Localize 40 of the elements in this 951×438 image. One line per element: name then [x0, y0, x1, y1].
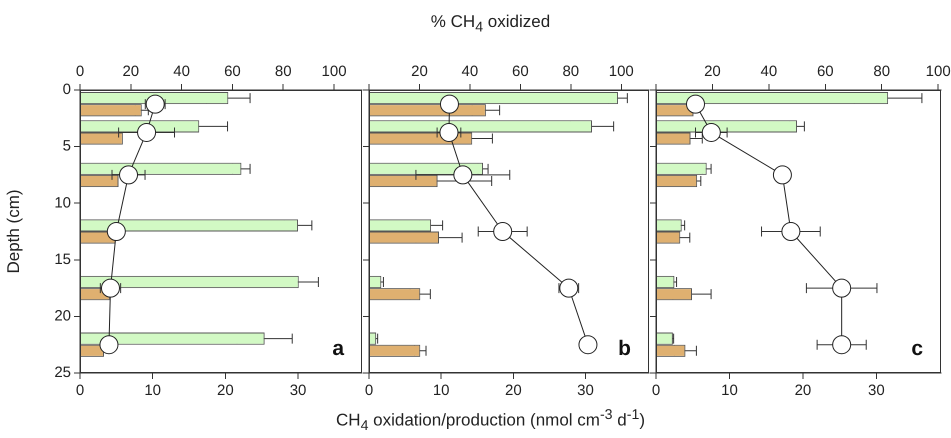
x-tick-label: 10 [432, 382, 450, 400]
x2-tick-label: 60 [224, 63, 241, 80]
x-tick-label: 0 [652, 382, 660, 400]
y-tick-label: 25 [54, 364, 71, 382]
x2-tick-label: 100 [608, 63, 634, 80]
x2-tick-label: 100 [926, 63, 951, 80]
x2-tick-label: 80 [873, 63, 890, 80]
x2-tick-label: 80 [562, 63, 580, 80]
x2-tick-label: 100 [322, 63, 347, 80]
x2-tick-label: 80 [274, 63, 292, 80]
y-axis-title: Depth (cm) [4, 189, 23, 274]
x2-tick-label: 20 [704, 63, 721, 80]
y-tick-label: 10 [54, 194, 71, 212]
annotation: a [332, 337, 344, 360]
x-tick-label: 30 [868, 382, 885, 400]
x2-tick-label: 60 [512, 63, 529, 80]
x-tick-label: 20 [794, 382, 812, 400]
x-tick-label: 30 [290, 382, 306, 400]
x2-tick-label: 40 [462, 63, 478, 80]
x2-tick-label: 40 [760, 63, 778, 80]
y-tick-label: 15 [54, 250, 71, 268]
annotation: b [618, 337, 631, 360]
x-tick-label: 20 [217, 382, 234, 400]
x2-axis-title: % CH$_{4}$ oxidized [430, 12, 552, 36]
x-tick-label: 10 [144, 382, 162, 400]
x2-tick-label: 60 [816, 63, 834, 80]
y-tick-label: 20 [54, 308, 71, 325]
x-tick-label: 10 [721, 382, 738, 400]
x2-tick-label: 40 [173, 63, 190, 80]
annotation: c [911, 337, 924, 360]
x-axis-title: CH$_{4}$ oxidation/production (nmol cm$^{-3}$ d$^{-1}$) [335, 407, 646, 434]
x2-tick-label: 20 [122, 63, 140, 80]
y-tick-label: 5 [62, 138, 71, 155]
x-tick-label: 20 [504, 382, 522, 400]
y-tick-label: 0 [62, 81, 71, 98]
x-tick-label: 30 [577, 382, 594, 400]
x-tick-label: 0 [76, 382, 84, 400]
x2-tick-label: 0 [76, 63, 84, 80]
x2-tick-label: 20 [411, 63, 428, 80]
x-tick-label: 0 [364, 382, 374, 400]
